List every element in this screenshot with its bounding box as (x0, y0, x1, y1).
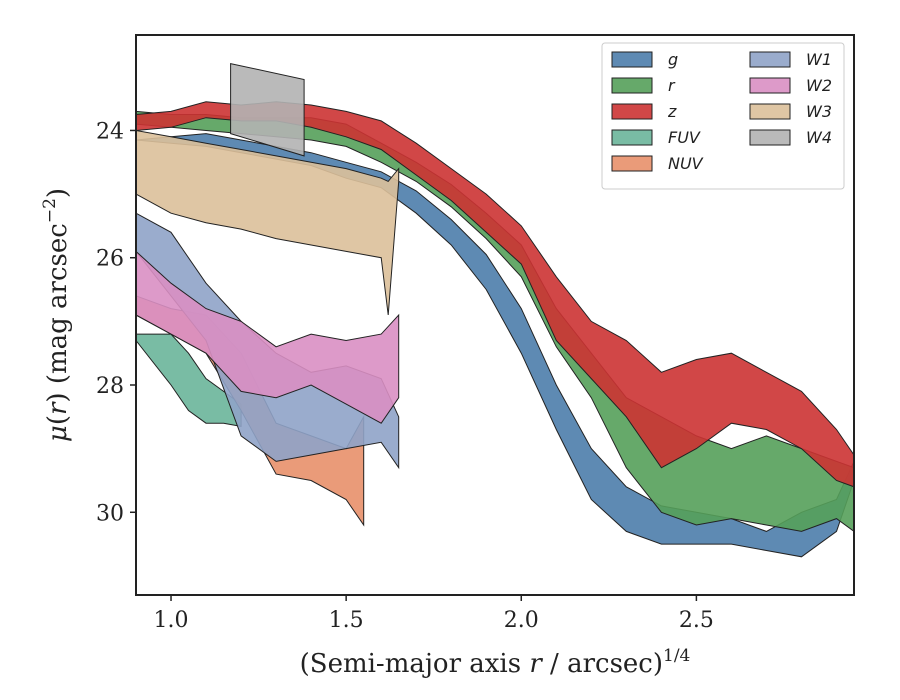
legend-swatch-z (611, 103, 653, 120)
y-tick-label: 26 (96, 247, 124, 272)
band-w2 (136, 250, 400, 424)
x-tick-label: 1.0 (154, 608, 189, 633)
y-tick-label: 28 (96, 374, 124, 399)
y-axis-label: μ(r) (mag arcsec−2) (40, 188, 73, 442)
band-w3 (136, 129, 400, 316)
legend-swatch-w4 (749, 129, 791, 146)
legend-swatch-fuv (611, 129, 653, 146)
legend: grz FUV NUV W1 W2 W3 W4 (601, 42, 845, 190)
legend-label-w2: W2 (806, 76, 832, 95)
band-w4 (230, 62, 305, 157)
legend-label-z: z (667, 102, 677, 121)
x-tick-label: 2.0 (504, 608, 539, 633)
legend-label-g: g (668, 50, 678, 69)
band-w1 (136, 212, 400, 470)
legend-label-w3: W3 (806, 102, 832, 121)
legend-swatch-r (611, 77, 653, 94)
legend-label-fuv: FUV (668, 128, 701, 147)
y-tick-label: 30 (96, 501, 124, 526)
legend-label-r: r (668, 76, 676, 95)
legend-swatch-nuv (611, 155, 653, 172)
x-tick-label: 1.5 (329, 608, 364, 633)
legend-label-w1: W1 (806, 50, 832, 69)
x-axis-label: (Semi-major axis r / arcsec)1/4 (300, 646, 691, 679)
legend-swatch-w3 (749, 103, 791, 120)
legend-swatch-w2 (749, 77, 791, 94)
y-axis-ticks: 24 26 28 30 (96, 119, 136, 526)
legend-swatch-w1 (749, 51, 791, 68)
data-bands (136, 62, 854, 558)
legend-label-nuv: NUV (668, 154, 704, 173)
plot-frame (135, 34, 855, 596)
legend-swatch-g (611, 51, 653, 68)
x-tick-label: 2.5 (679, 608, 714, 633)
y-tick-label: 24 (96, 119, 124, 144)
band-z (136, 101, 854, 488)
legend-label-w4: W4 (806, 128, 832, 147)
x-axis-ticks: 1.0 1.5 2.0 2.5 (154, 595, 714, 633)
